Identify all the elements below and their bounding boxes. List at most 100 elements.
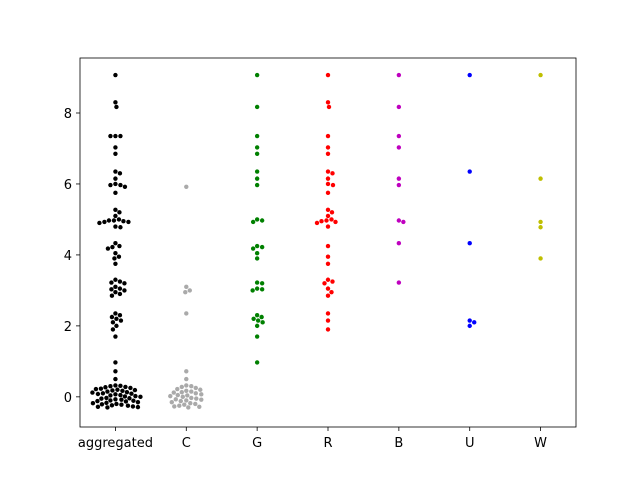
data-point bbox=[330, 171, 335, 176]
data-point bbox=[250, 219, 256, 225]
x-tick-label: B bbox=[394, 436, 403, 451]
data-point bbox=[99, 402, 105, 407]
data-point bbox=[325, 293, 331, 298]
data-point bbox=[178, 398, 183, 404]
data-point bbox=[113, 100, 118, 105]
data-point bbox=[113, 224, 118, 229]
data-point bbox=[110, 244, 115, 250]
data-point bbox=[184, 184, 189, 189]
data-point bbox=[113, 151, 118, 156]
data-point bbox=[254, 145, 260, 150]
data-point bbox=[113, 277, 118, 282]
data-point bbox=[116, 217, 122, 222]
data-point bbox=[108, 398, 113, 403]
data-point bbox=[467, 169, 472, 174]
data-point bbox=[122, 288, 127, 293]
data-point bbox=[199, 397, 204, 402]
data-point bbox=[113, 334, 118, 339]
data-point bbox=[113, 176, 118, 181]
data-point bbox=[175, 386, 180, 392]
data-point bbox=[326, 104, 332, 110]
data-point bbox=[193, 385, 198, 391]
data-point bbox=[117, 286, 123, 291]
data-point bbox=[90, 390, 95, 395]
x-tick-label: W bbox=[534, 436, 547, 451]
data-point bbox=[113, 190, 118, 196]
data-point bbox=[325, 176, 331, 181]
data-point bbox=[133, 393, 138, 399]
data-point bbox=[396, 280, 402, 285]
data-point bbox=[467, 72, 472, 78]
data-point bbox=[113, 133, 118, 139]
data-point bbox=[113, 369, 118, 374]
data-point bbox=[113, 72, 118, 78]
data-point bbox=[179, 384, 184, 390]
data-point bbox=[177, 403, 182, 408]
data-point bbox=[319, 219, 324, 224]
data-point bbox=[117, 279, 123, 284]
data-point bbox=[259, 218, 265, 223]
data-point bbox=[467, 323, 472, 329]
data-point bbox=[173, 397, 178, 402]
data-point bbox=[175, 392, 180, 398]
data-point bbox=[325, 286, 331, 291]
data-point bbox=[324, 218, 329, 223]
data-point bbox=[254, 360, 260, 365]
data-point bbox=[325, 224, 331, 229]
y-tick-label: 0 bbox=[64, 391, 72, 406]
y-tick-label: 8 bbox=[64, 107, 72, 122]
data-point bbox=[198, 387, 203, 392]
data-point bbox=[254, 104, 260, 110]
data-point bbox=[117, 313, 123, 318]
data-point bbox=[111, 218, 117, 223]
data-point bbox=[259, 314, 264, 320]
data-point bbox=[108, 383, 113, 389]
data-point bbox=[122, 394, 128, 399]
data-point bbox=[113, 261, 118, 266]
data-point bbox=[122, 184, 128, 189]
data-point bbox=[325, 151, 331, 156]
data-point bbox=[183, 289, 188, 295]
data-point bbox=[254, 176, 260, 181]
data-point bbox=[325, 254, 331, 259]
data-point bbox=[108, 393, 113, 398]
data-point bbox=[109, 293, 115, 298]
data-point bbox=[172, 404, 177, 409]
data-point bbox=[109, 280, 114, 285]
data-point bbox=[467, 241, 472, 246]
data-point bbox=[117, 171, 123, 176]
data-point bbox=[184, 311, 189, 316]
data-point bbox=[105, 246, 111, 251]
data-point bbox=[185, 393, 190, 398]
data-point bbox=[95, 391, 101, 397]
data-point bbox=[254, 334, 260, 339]
data-point bbox=[97, 220, 102, 226]
data-point bbox=[184, 383, 189, 388]
plot-frame bbox=[79, 57, 577, 428]
data-point bbox=[113, 383, 118, 388]
data-point bbox=[113, 213, 118, 219]
data-point bbox=[467, 318, 472, 323]
data-point bbox=[118, 318, 124, 323]
data-point bbox=[329, 217, 334, 222]
data-point bbox=[325, 190, 331, 196]
data-point bbox=[189, 383, 194, 389]
data-point bbox=[254, 243, 260, 249]
data-point bbox=[325, 181, 331, 187]
data-point bbox=[325, 327, 331, 332]
data-point bbox=[95, 404, 101, 409]
data-point bbox=[396, 241, 402, 246]
data-point bbox=[189, 395, 194, 401]
data-point bbox=[325, 72, 331, 78]
data-point bbox=[254, 313, 260, 318]
x-tick-label: G bbox=[252, 436, 262, 451]
data-point bbox=[182, 402, 187, 407]
data-point bbox=[130, 404, 136, 409]
data-point bbox=[102, 219, 107, 225]
data-point bbox=[169, 399, 174, 405]
data-point bbox=[113, 376, 118, 382]
data-point bbox=[254, 250, 260, 256]
data-point bbox=[105, 389, 110, 394]
data-point bbox=[123, 399, 129, 404]
